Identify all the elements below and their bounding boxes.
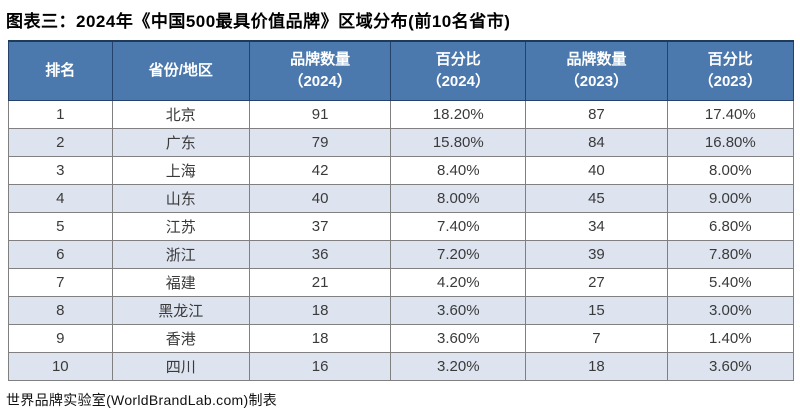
table-cell-brands-2023: 84 bbox=[525, 127, 668, 157]
table-source: 世界品牌实验室(WorldBrandLab.com)制表 bbox=[6, 391, 278, 408]
table-cell-pct-2023: 16.80% bbox=[666, 127, 795, 157]
table-cell-pct-2024: 3.60% bbox=[390, 323, 527, 353]
table-cell-region: 福建 bbox=[111, 267, 250, 297]
table-cell-brands-2023: 39 bbox=[525, 239, 668, 269]
table-cell-pct-2023: 5.40% bbox=[666, 267, 795, 297]
table-cell-brands-2024: 42 bbox=[248, 155, 392, 185]
table-cell-region: 四川 bbox=[111, 351, 250, 381]
table-cell-brands-2024: 16 bbox=[248, 351, 392, 381]
table-cell-region: 香港 bbox=[111, 323, 250, 353]
table-row: 10 四川 16 3.20% 18 3.60% bbox=[8, 351, 795, 381]
table-cell-pct-2023: 7.80% bbox=[666, 239, 795, 269]
table-cell-brands-2024: 37 bbox=[248, 211, 392, 241]
table-row: 2 广东 79 15.80% 84 16.80% bbox=[8, 127, 795, 157]
table-cell-rank: 3 bbox=[8, 155, 113, 185]
table-cell-region: 上海 bbox=[111, 155, 250, 185]
table-row: 1 北京 91 18.20% 87 17.40% bbox=[8, 99, 795, 129]
table-cell-brands-2023: 34 bbox=[525, 211, 668, 241]
table-cell-brands-2024: 79 bbox=[248, 127, 392, 157]
table-row: 4 山东 40 8.00% 45 9.00% bbox=[8, 183, 795, 213]
table-cell-brands-2023: 18 bbox=[525, 351, 668, 381]
figure-title: 图表三：2024年《中国500最具价值品牌》区域分布(前10名省市) bbox=[6, 12, 511, 31]
column-header-brands-2023: 品牌数量 （2023） bbox=[525, 40, 668, 101]
column-header-pct-2024: 百分比 （2024） bbox=[390, 40, 527, 101]
table-cell-region: 浙江 bbox=[111, 239, 250, 269]
table-cell-pct-2024: 4.20% bbox=[390, 267, 527, 297]
table-row: 5 江苏 37 7.40% 34 6.80% bbox=[8, 211, 795, 241]
table-cell-brands-2023: 87 bbox=[525, 99, 668, 129]
table-cell-rank: 9 bbox=[8, 323, 113, 353]
brand-distribution-table: 排名 省份/地区 品牌数量 （2024） 百分比 （2024） 品牌数量 （2023）百… bbox=[8, 40, 795, 381]
table-cell-pct-2024: 15.80% bbox=[390, 127, 527, 157]
table-cell-pct-2023: 6.80% bbox=[666, 211, 795, 241]
table-cell-brands-2024: 36 bbox=[248, 239, 392, 269]
table-cell-brands-2024: 18 bbox=[248, 295, 392, 325]
table-cell-rank: 7 bbox=[8, 267, 113, 297]
table-cell-region: 广东 bbox=[111, 127, 250, 157]
table-cell-pct-2024: 3.20% bbox=[390, 351, 527, 381]
table-cell-rank: 8 bbox=[8, 295, 113, 325]
table-cell-region: 江苏 bbox=[111, 211, 250, 241]
table-cell-brands-2024: 21 bbox=[248, 267, 392, 297]
table-cell-brands-2023: 7 bbox=[525, 323, 668, 353]
table-header: 排名 省份/地区 品牌数量 （2024） 百分比 （2024） 品牌数量 （2023）百… bbox=[8, 40, 795, 101]
column-header-pct-2023: 百分比 （2023） bbox=[666, 40, 795, 101]
column-header-brands-2024: 品牌数量 （2024） bbox=[248, 40, 392, 101]
table-cell-brands-2023: 27 bbox=[525, 267, 668, 297]
table-cell-rank: 1 bbox=[8, 99, 113, 129]
table-cell-pct-2024: 8.00% bbox=[390, 183, 527, 213]
column-header-rank: 排名 bbox=[8, 40, 113, 101]
table-cell-pct-2023: 9.00% bbox=[666, 183, 795, 213]
table-cell-region: 黑龙江 bbox=[111, 295, 250, 325]
table-cell-pct-2024: 18.20% bbox=[390, 99, 527, 129]
table-cell-brands-2023: 15 bbox=[525, 295, 668, 325]
table-cell-brands-2024: 91 bbox=[248, 99, 392, 129]
table-row: 8 黑龙江 18 3.60% 15 3.00% bbox=[8, 295, 795, 325]
table-cell-brands-2023: 40 bbox=[525, 155, 668, 185]
table-header-row: 排名 省份/地区 品牌数量 （2024） 百分比 （2024） 品牌数量 （2023）百… bbox=[8, 40, 795, 101]
table-cell-rank: 10 bbox=[8, 351, 113, 381]
table-row: 6 浙江 36 7.20% 39 7.80% bbox=[8, 239, 795, 269]
table-cell-rank: 6 bbox=[8, 239, 113, 269]
column-header-region: 省份/地区 bbox=[111, 40, 250, 101]
table-cell-pct-2024: 7.40% bbox=[390, 211, 527, 241]
table-cell-rank: 2 bbox=[8, 127, 113, 157]
table-cell-pct-2023: 1.40% bbox=[666, 323, 795, 353]
table-row: 7 福建 21 4.20% 27 5.40% bbox=[8, 267, 795, 297]
table-cell-rank: 4 bbox=[8, 183, 113, 213]
table-cell-brands-2024: 40 bbox=[248, 183, 392, 213]
table-cell-rank: 5 bbox=[8, 211, 113, 241]
table-body: 1 北京 91 18.20% 87 17.40% 2 广东 79 15.80% 84 16.80% 3 上… bbox=[8, 99, 795, 381]
table-row: 3 上海 42 8.40% 40 8.00% bbox=[8, 155, 795, 185]
table-cell-brands-2024: 18 bbox=[248, 323, 392, 353]
table-row: 9 香港 18 3.60% 7 1.40% bbox=[8, 323, 795, 353]
table-cell-region: 山东 bbox=[111, 183, 250, 213]
table-cell-pct-2023: 3.60% bbox=[666, 351, 795, 381]
table-cell-pct-2023: 3.00% bbox=[666, 295, 795, 325]
table-cell-pct-2023: 8.00% bbox=[666, 155, 795, 185]
table-cell-pct-2023: 17.40% bbox=[666, 99, 795, 129]
table-cell-pct-2024: 8.40% bbox=[390, 155, 527, 185]
table-cell-pct-2024: 7.20% bbox=[390, 239, 527, 269]
table-cell-region: 北京 bbox=[111, 99, 250, 129]
table-cell-brands-2023: 45 bbox=[525, 183, 668, 213]
table-cell-pct-2024: 3.60% bbox=[390, 295, 527, 325]
